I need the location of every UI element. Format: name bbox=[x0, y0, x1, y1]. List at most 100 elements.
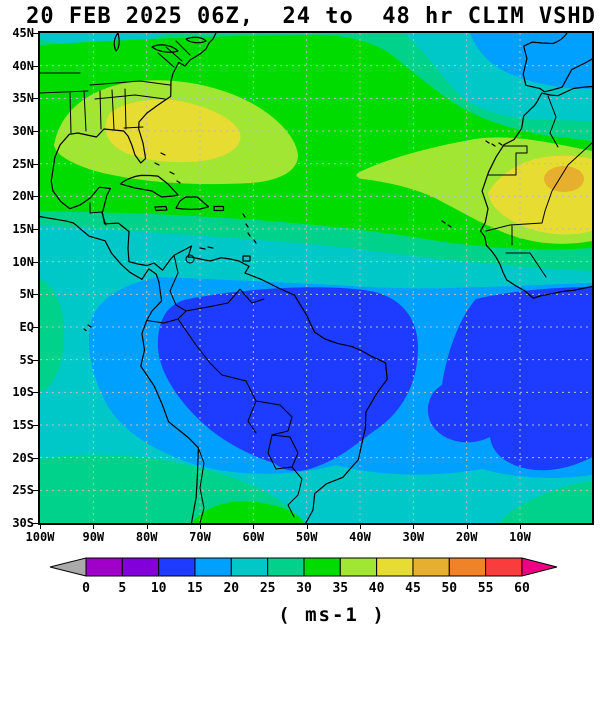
lon-tick bbox=[253, 523, 255, 529]
lat-label-5S: 5S bbox=[19, 352, 34, 367]
page-title: 20 FEB 2025 06Z, 24 to 48 hr CLIM VSHD bbox=[26, 4, 596, 29]
great-lakes bbox=[113, 33, 207, 53]
lon-tick bbox=[146, 523, 148, 529]
field-westpac-25-30 bbox=[40, 279, 64, 393]
lat-tick bbox=[32, 98, 38, 100]
colorbar-label-30: 30 bbox=[296, 581, 312, 596]
colorbar-label-35: 35 bbox=[332, 581, 348, 596]
lat-tick bbox=[32, 327, 38, 328]
central-america-borders bbox=[89, 202, 107, 226]
lat-tick bbox=[32, 523, 38, 524]
coastlines bbox=[40, 33, 592, 523]
political-borders bbox=[40, 40, 592, 523]
colorbar-segment-5 bbox=[121, 557, 160, 577]
unit-label: ( ms-1 ) bbox=[278, 604, 386, 626]
colorbar-label-0: 0 bbox=[82, 581, 90, 596]
lat-tick bbox=[32, 490, 38, 492]
lon-label-60W: 60W bbox=[242, 530, 265, 544]
lat-tick bbox=[32, 359, 38, 361]
lat-label-10N: 10N bbox=[12, 254, 34, 269]
gridlines bbox=[40, 33, 592, 523]
lat-label-5N: 5N bbox=[19, 287, 34, 302]
lat-tick bbox=[32, 457, 38, 459]
colorbar-segment-10 bbox=[158, 557, 196, 577]
field-seatl-10-15 bbox=[427, 287, 592, 471]
map-frame bbox=[38, 31, 594, 525]
lat-label-25N: 25N bbox=[12, 156, 34, 171]
colorbar-segment-45 bbox=[412, 557, 450, 577]
lat-tick bbox=[32, 229, 38, 230]
lat-label-EQ: EQ bbox=[19, 320, 34, 334]
cuba-island bbox=[119, 174, 179, 198]
iberia-coast bbox=[522, 33, 592, 93]
colorbar-label-60: 60 bbox=[514, 581, 530, 596]
colorbar-label-50: 50 bbox=[441, 581, 457, 596]
lon-tick bbox=[199, 523, 201, 529]
south-america-borders bbox=[146, 254, 303, 523]
mediterranean-coast bbox=[541, 86, 592, 97]
pacific-coast bbox=[40, 216, 199, 523]
us-state-borders bbox=[40, 40, 191, 134]
africa-borders bbox=[485, 95, 592, 278]
lesser-antilles-islands bbox=[199, 213, 257, 262]
lat-tick bbox=[32, 33, 38, 34]
field-nw-20-25 bbox=[40, 33, 170, 47]
field-sbottom-30-35 bbox=[192, 501, 304, 523]
colorbar-segment-35 bbox=[339, 557, 378, 577]
lat-label-25S: 25S bbox=[12, 483, 34, 498]
colorbar-below-min-arrow bbox=[49, 557, 87, 577]
colorbar-segment-30 bbox=[303, 557, 341, 577]
colorbar-label-5: 5 bbox=[118, 581, 126, 596]
colorbar-segment-25 bbox=[267, 557, 305, 577]
africa-west-coast bbox=[479, 92, 592, 299]
lon-label-40W: 40W bbox=[349, 530, 371, 544]
lat-label-10S: 10S bbox=[12, 385, 34, 400]
lat-tick bbox=[32, 163, 38, 165]
lake-maracaibo bbox=[185, 254, 195, 264]
colorbar-segment-20 bbox=[230, 557, 269, 577]
lon-label-70W: 70W bbox=[189, 530, 211, 544]
lon-tick bbox=[413, 523, 415, 529]
cape-verde-islands bbox=[441, 220, 452, 228]
lon-label-10W: 10W bbox=[509, 530, 531, 544]
lon-tick bbox=[40, 523, 41, 529]
lon-tick bbox=[519, 523, 521, 529]
lat-tick bbox=[32, 425, 38, 426]
lat-tick bbox=[32, 196, 38, 198]
bahamas-islands bbox=[154, 152, 181, 184]
lon-tick bbox=[466, 523, 468, 529]
colorbar-label-15: 15 bbox=[187, 581, 203, 596]
shear-field-map bbox=[40, 33, 592, 523]
lat-tick bbox=[32, 261, 38, 263]
hispaniola-island bbox=[175, 196, 210, 210]
lat-label-45N: 45N bbox=[12, 26, 34, 40]
colorbar-label-40: 40 bbox=[369, 581, 385, 596]
lat-label-40N: 40N bbox=[12, 58, 34, 73]
colorbar-segment-55 bbox=[485, 557, 523, 577]
colorbar-segment-15 bbox=[194, 557, 232, 577]
lat-label-30S: 30S bbox=[12, 516, 34, 530]
lon-tick bbox=[93, 523, 95, 529]
colorbar-segment-0 bbox=[85, 557, 123, 577]
lat-label-20N: 20N bbox=[12, 189, 34, 204]
colorbar-label-20: 20 bbox=[223, 581, 239, 596]
lat-tick bbox=[32, 65, 38, 67]
field-africa-45-50 bbox=[544, 166, 584, 192]
colorbar-segment-50 bbox=[448, 557, 487, 577]
lon-tick bbox=[306, 523, 308, 529]
lat-label-30N: 30N bbox=[12, 124, 34, 138]
lat-label-35N: 35N bbox=[12, 91, 34, 106]
field-ne-15-20 bbox=[470, 33, 592, 89]
shear-field-layers bbox=[40, 33, 592, 523]
lat-label-20S: 20S bbox=[12, 450, 34, 465]
canary-islands bbox=[485, 140, 503, 147]
lat-tick bbox=[32, 294, 38, 296]
colorbar: 0 5 10 15 20 25 30 35 40 45 50 55 60 bbox=[49, 557, 558, 596]
lon-label-30W: 30W bbox=[402, 530, 425, 544]
colorbar-label-25: 25 bbox=[260, 581, 276, 596]
lat-tick bbox=[32, 131, 38, 132]
colorbar-segment-40 bbox=[376, 557, 414, 577]
galapagos-islands bbox=[83, 324, 92, 332]
lon-tick bbox=[359, 523, 361, 529]
